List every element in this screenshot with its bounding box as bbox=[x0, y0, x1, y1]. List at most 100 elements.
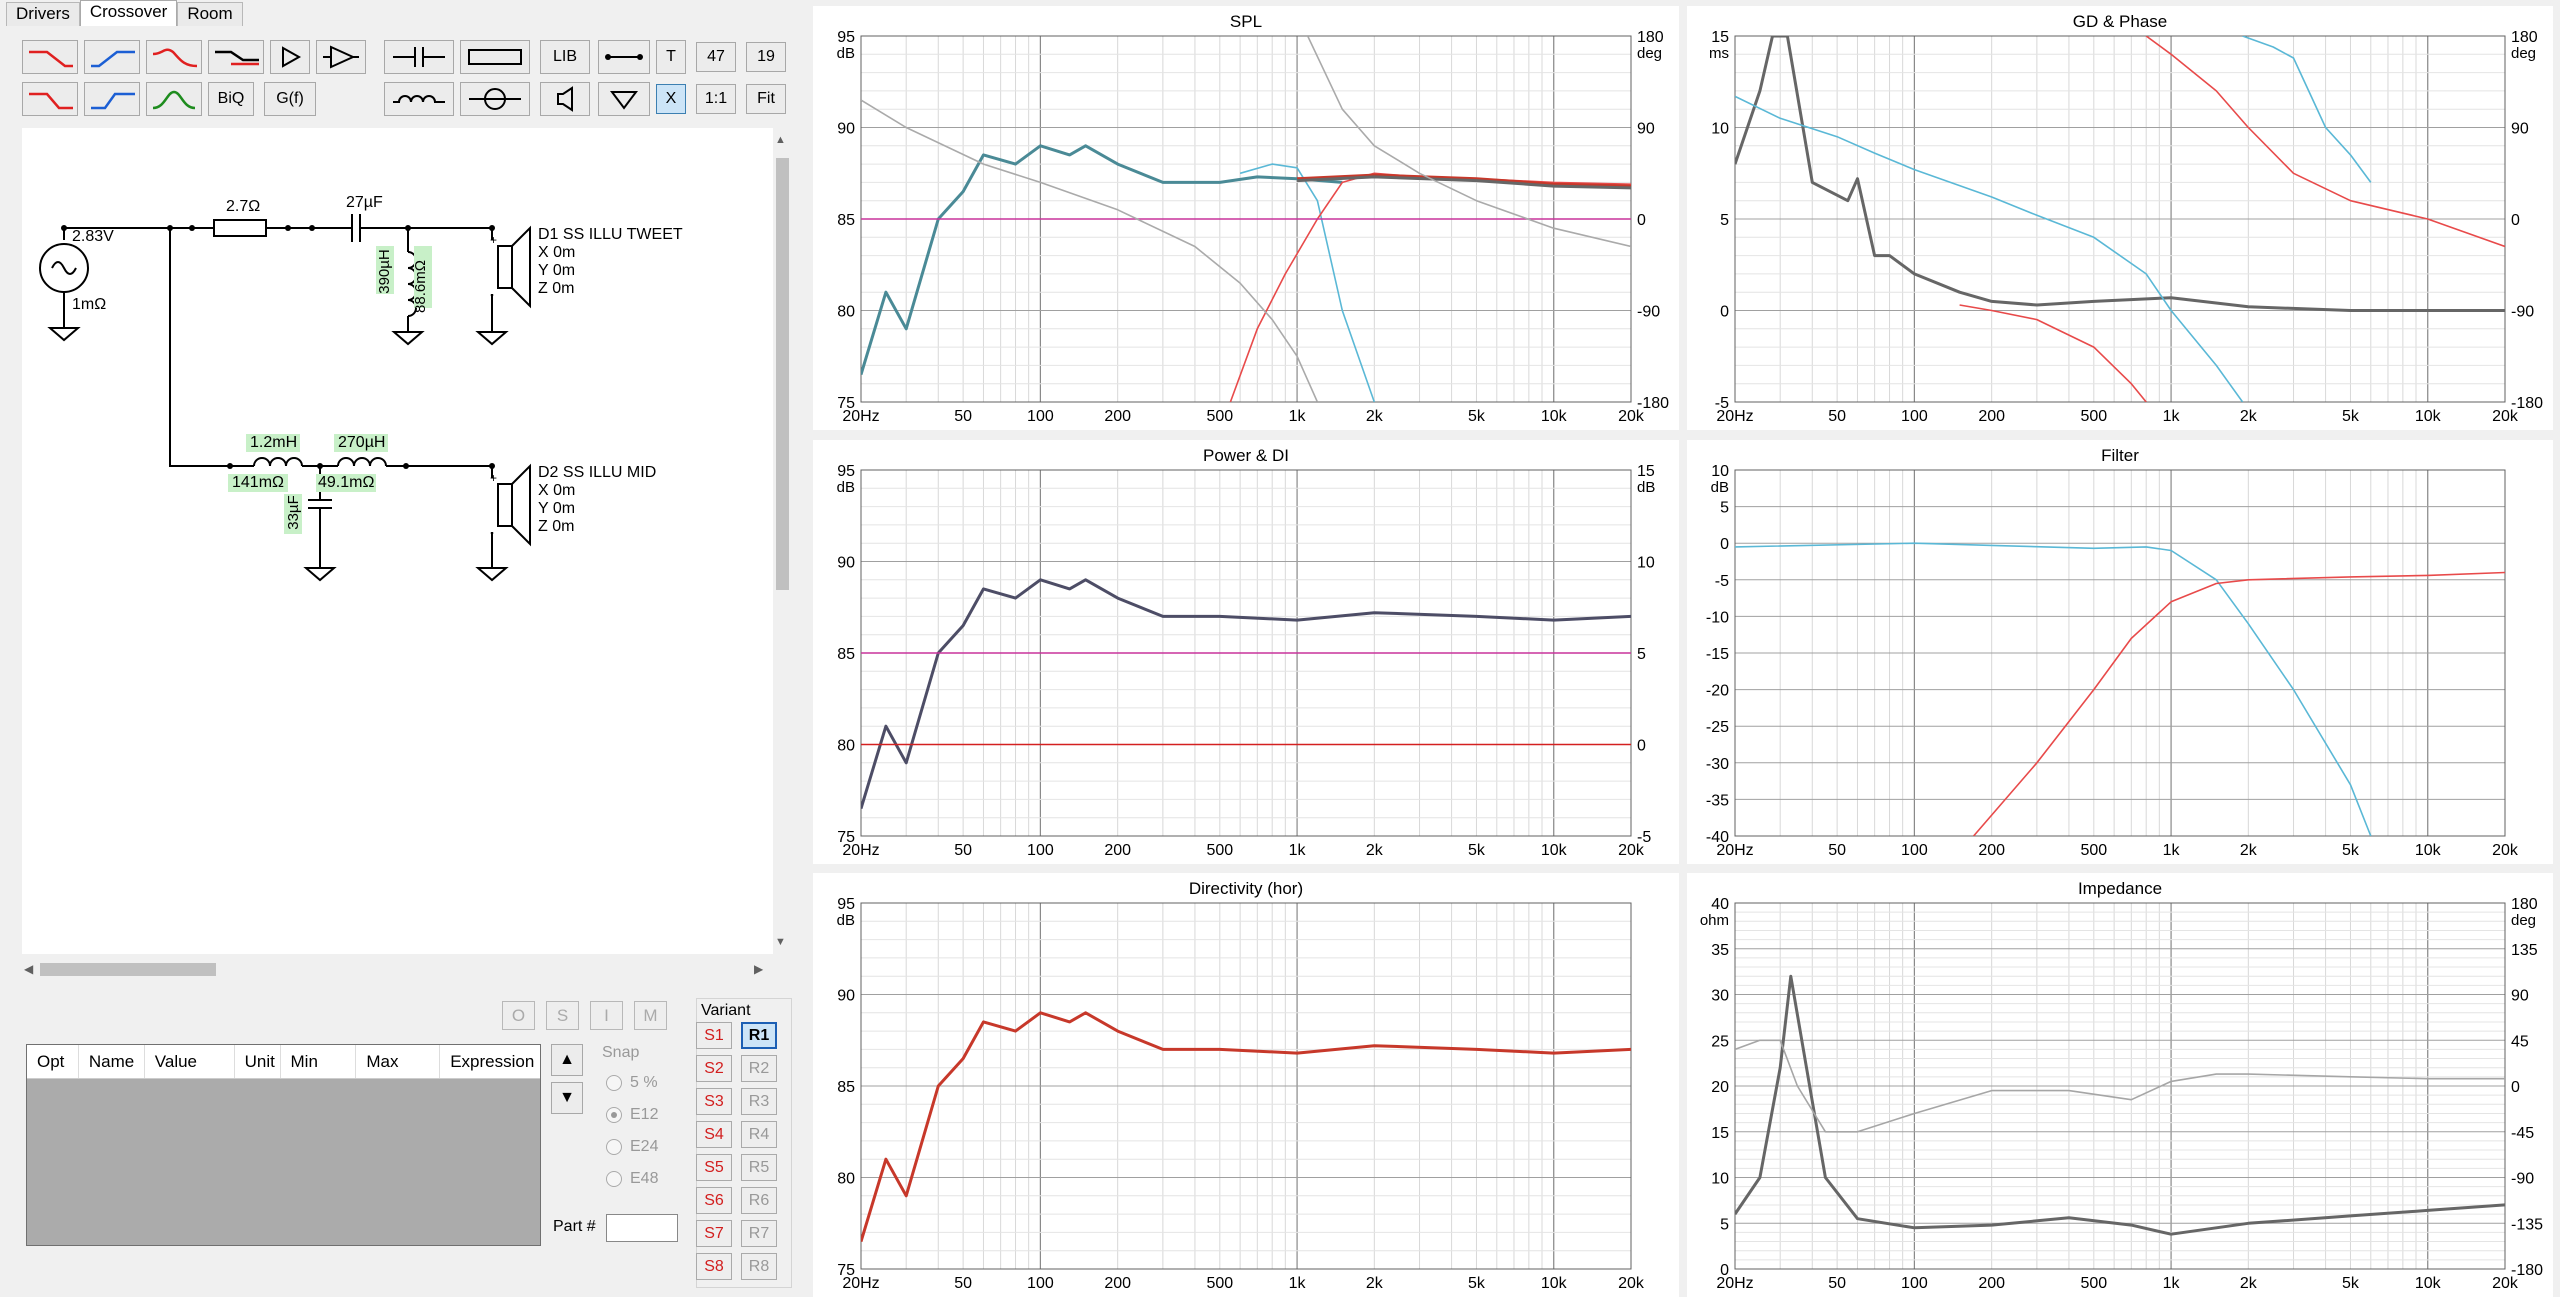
col-opt[interactable]: Opt bbox=[27, 1045, 79, 1078]
variant-s5-button[interactable]: S5 bbox=[696, 1154, 732, 1181]
inductor-l1-resistance[interactable]: 141mΩ bbox=[232, 474, 284, 491]
driver-d2-z: Z 0m bbox=[538, 518, 575, 535]
library-button[interactable]: LIB bbox=[540, 40, 590, 74]
variant-r8-button[interactable]: R8 bbox=[741, 1253, 777, 1280]
variant-r7-button[interactable]: R7 bbox=[741, 1220, 777, 1247]
x-tick-label: 20Hz bbox=[1716, 1275, 1753, 1292]
driver-button[interactable] bbox=[540, 82, 590, 116]
inductor-l-shunt-resistance[interactable]: 88.6mΩ bbox=[411, 260, 429, 313]
biquad-button[interactable]: BiQ bbox=[208, 82, 254, 116]
buffer-button[interactable] bbox=[270, 40, 310, 74]
driver-d1-name[interactable]: D1 SS ILLU TWEET bbox=[538, 226, 683, 243]
variant-s1-button[interactable]: S1 bbox=[696, 1022, 732, 1049]
col-value[interactable]: Value bbox=[145, 1045, 235, 1078]
chevron-up-icon[interactable]: ▲ bbox=[775, 134, 786, 146]
col-max[interactable]: Max bbox=[356, 1045, 441, 1078]
chevron-right-icon[interactable]: ▶ bbox=[754, 962, 764, 976]
zoom-1to1-button[interactable]: 1:1 bbox=[696, 84, 736, 114]
y-tick-label: 95 bbox=[837, 463, 855, 480]
tab-crossover[interactable]: Crossover bbox=[79, 0, 178, 26]
part-number-input[interactable] bbox=[606, 1214, 678, 1242]
resistor-r1-value[interactable]: 2.7Ω bbox=[226, 198, 261, 215]
impedance-chart[interactable]: 40 35 30 25 20 15 10 5 0 ohm 180 135 90 45 0 -45 -90 -135… bbox=[1687, 873, 2553, 1297]
chevron-left-icon[interactable]: ◀ bbox=[24, 962, 34, 976]
y2-tick-label: 0 bbox=[2511, 1079, 2520, 1096]
capacitor-c1-value[interactable]: 27µF bbox=[346, 194, 383, 211]
inductor-l2-value[interactable]: 270µH bbox=[338, 434, 386, 451]
chart-plot-area[interactable]: 4035302520151050ohm18013590450-45-90-135… bbox=[1687, 873, 2553, 1297]
directivity-chart[interactable]: 95 90 85 80 75 dB 20Hz 50 100 200 500 1k 2k 5k 10k 20k … bbox=[813, 873, 1679, 1297]
opamp-button[interactable] bbox=[316, 40, 366, 74]
zoom-fit-button[interactable]: Fit bbox=[746, 84, 786, 114]
chart-plot-area[interactable]: 95 90 85 80 75 dB 20Hz 50 100 200 500 1k 2k 5k 10k 20k bbox=[813, 873, 1679, 1297]
schematic-horizontal-scrollbar[interactable]: ◀ ▶ bbox=[22, 960, 773, 979]
scrollbar-thumb[interactable] bbox=[776, 158, 789, 590]
capacitor-c2-value[interactable]: 33µF bbox=[284, 495, 302, 530]
tab-room[interactable]: Room bbox=[177, 2, 243, 26]
snap-option-e48[interactable]: E48 bbox=[606, 1170, 658, 1188]
driver-d2-name[interactable]: D2 SS ILLU MID bbox=[538, 464, 657, 481]
schematic-vertical-scrollbar[interactable]: ▲ ▼ bbox=[773, 128, 792, 954]
move-up-button[interactable]: ▲ bbox=[551, 1044, 583, 1076]
component-count-47[interactable]: 47 bbox=[696, 42, 736, 72]
opt-i-button[interactable]: I bbox=[590, 1001, 623, 1030]
inductor-l-shunt-value[interactable]: 390µH bbox=[375, 249, 393, 294]
variant-s7-button[interactable]: S7 bbox=[696, 1220, 732, 1247]
variant-r2-button[interactable]: R2 bbox=[741, 1055, 777, 1082]
wire-button[interactable] bbox=[598, 40, 650, 74]
filter-chart[interactable]: 10 5 0 -5 -10 -15 -20 -25 -30 -35 -40 dB 20Hz 50 100 20… bbox=[1687, 440, 2553, 864]
variant-s3-button[interactable]: S3 bbox=[696, 1088, 732, 1115]
resistor-button[interactable] bbox=[460, 40, 530, 74]
text-button[interactable]: T bbox=[656, 40, 686, 74]
variant-s8-button[interactable]: S8 bbox=[696, 1253, 732, 1280]
x-toggle-button[interactable]: X bbox=[656, 84, 686, 114]
optimizer-table[interactable]: Opt Name Value Unit Min Max Expression bbox=[26, 1044, 541, 1246]
lowpass-filter-button-2[interactable] bbox=[22, 82, 78, 116]
notch-filter-button[interactable] bbox=[146, 40, 202, 74]
component-count-19[interactable]: 19 bbox=[746, 42, 786, 72]
inductor-l2-resistance[interactable]: 49.1mΩ bbox=[318, 474, 375, 491]
ground-button[interactable] bbox=[598, 82, 650, 116]
opt-o-button[interactable]: O bbox=[502, 1001, 535, 1030]
variant-r4-button[interactable]: R4 bbox=[741, 1121, 777, 1148]
schematic-canvas[interactable]: + - + - 2.83V 1mΩ 2.7Ω 27µF 390µH 88.6mΩ… bbox=[22, 128, 773, 954]
opt-m-button[interactable]: M bbox=[634, 1001, 667, 1030]
variant-s4-button[interactable]: S4 bbox=[696, 1121, 732, 1148]
snap-option-5pct[interactable]: 5 % bbox=[606, 1074, 658, 1092]
spl-chart[interactable]: 95 90 85 80 75 dB 180 90 0 -90 -180 deg 20Hz 50 100 200… bbox=[813, 6, 1679, 430]
y-unit-label: ohm bbox=[1700, 912, 1729, 929]
snap-option-e12[interactable]: E12 bbox=[606, 1106, 658, 1124]
variant-r6-button[interactable]: R6 bbox=[741, 1187, 777, 1214]
tab-drivers[interactable]: Drivers bbox=[6, 2, 80, 26]
shelf-filter-button[interactable] bbox=[208, 40, 264, 74]
transformer-button[interactable] bbox=[460, 82, 530, 116]
highpass-filter-button-2[interactable] bbox=[84, 82, 140, 116]
gf-button[interactable]: G(f) bbox=[264, 82, 316, 116]
power-di-chart[interactable]: 95 90 85 80 75 dB 15 10 5 0 -5 dB 20Hz 50 100 200 500 1k 2… bbox=[813, 440, 1679, 864]
move-down-button[interactable]: ▼ bbox=[551, 1082, 583, 1114]
variant-r3-button[interactable]: R3 bbox=[741, 1088, 777, 1115]
variant-r5-button[interactable]: R5 bbox=[741, 1154, 777, 1181]
inductor-l1-value[interactable]: 1.2mH bbox=[250, 434, 298, 451]
opt-s-button[interactable]: S bbox=[546, 1001, 579, 1030]
highpass-filter-button[interactable] bbox=[84, 40, 140, 74]
capacitor-button[interactable] bbox=[384, 40, 454, 74]
snap-option-e24[interactable]: E24 bbox=[606, 1138, 658, 1156]
col-name[interactable]: Name bbox=[79, 1045, 145, 1078]
variant-r1-button[interactable]: R1 bbox=[741, 1022, 777, 1049]
bandpass-filter-button[interactable] bbox=[146, 82, 202, 116]
chevron-down-icon[interactable]: ▼ bbox=[775, 936, 786, 948]
col-unit[interactable]: Unit bbox=[235, 1045, 281, 1078]
chart-plot-area[interactable]: 95 90 85 80 75 dB 180 90 0 -90 -180 deg 20Hz 50 100 200… bbox=[813, 6, 1679, 430]
lowpass-filter-button[interactable] bbox=[22, 40, 78, 74]
variant-s2-button[interactable]: S2 bbox=[696, 1055, 732, 1082]
inductor-button[interactable] bbox=[384, 82, 454, 116]
gd-phase-chart[interactable]: 15 10 5 0 -5 ms 180 90 0 -90 -180 deg 20Hz 50 100 200 50… bbox=[1687, 6, 2553, 430]
variant-s6-button[interactable]: S6 bbox=[696, 1187, 732, 1214]
scrollbar-thumb[interactable] bbox=[40, 963, 216, 976]
col-expression[interactable]: Expression bbox=[450, 1052, 535, 1071]
col-min[interactable]: Min bbox=[281, 1045, 357, 1078]
